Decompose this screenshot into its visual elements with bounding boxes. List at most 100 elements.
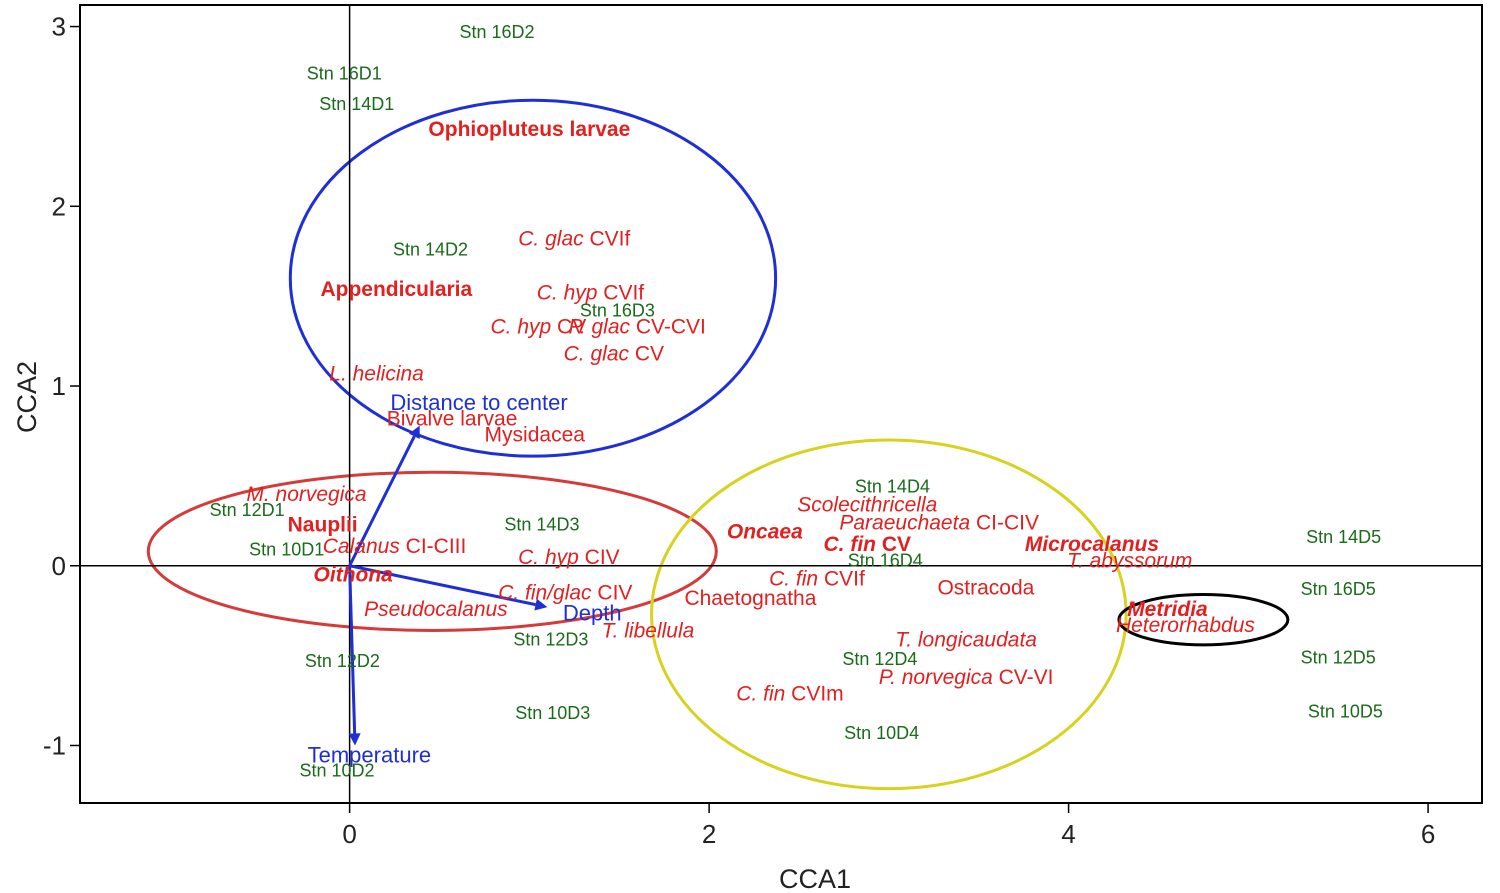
species-name: Scolecithricella xyxy=(797,494,937,517)
species-label: C. fin CVIf xyxy=(769,567,865,590)
vector-arrowhead xyxy=(534,598,548,611)
species-name: C. hyp xyxy=(490,316,551,339)
y-tick-label: -1 xyxy=(43,730,66,760)
species-label: Pseudocalanus xyxy=(364,598,508,621)
species-name: C. hyp xyxy=(518,546,579,569)
species-name: T. longicaudata xyxy=(895,628,1037,651)
y-tick-label: 2 xyxy=(52,191,66,221)
black-group-ellipse xyxy=(1117,593,1290,647)
species-label: C. hyp CIV xyxy=(518,546,620,569)
blue-group-ellipse xyxy=(288,98,778,458)
species-name: P. glac xyxy=(569,316,631,339)
station-label: Stn 14D1 xyxy=(319,94,394,114)
species-name: Bivalve larvae xyxy=(387,407,518,430)
species-stage: CVIf xyxy=(818,567,865,590)
species-label: T. libellula xyxy=(602,619,695,642)
y-axis-title: CCA2 xyxy=(12,361,42,433)
species-label: C. hyp CV xyxy=(490,316,586,339)
species-stage: CVIf xyxy=(597,282,644,305)
axis-ticks: 0 2 4 6 -1 0 1 2 3 xyxy=(43,12,1435,849)
species-name: Mysidacea xyxy=(485,424,586,447)
species-stage: CV-CVI xyxy=(630,316,706,339)
species-label: P. glac CV-CVI xyxy=(569,316,706,339)
species-name: Chaetognatha xyxy=(684,587,816,610)
station-label: Stn 16D2 xyxy=(459,22,534,42)
species-name: M. norvegica xyxy=(246,483,366,506)
species-label: Chaetognatha xyxy=(684,587,816,610)
vector-label: Depth xyxy=(563,600,622,625)
species-name: Calanus xyxy=(323,535,401,558)
species-label: M. norvegica xyxy=(246,483,366,506)
station-label: Stn 10D1 xyxy=(249,540,324,560)
station-label: Stn 14D5 xyxy=(1306,527,1381,547)
x-tick-label: 0 xyxy=(342,819,356,849)
species-label: Oncaea xyxy=(727,521,803,544)
species-label: C. hyp CVIf xyxy=(537,282,645,305)
station-label: Stn 12D3 xyxy=(513,629,588,649)
species-label: Metridia xyxy=(1127,598,1208,621)
species-stage: CVIm xyxy=(785,682,843,705)
vector-arrowhead xyxy=(408,425,420,439)
species-label: Microcalanus xyxy=(1025,533,1159,556)
species-name: Oncaea xyxy=(727,521,803,544)
station-label: Stn 10D2 xyxy=(300,761,375,781)
y-tick-label: 0 xyxy=(52,551,66,581)
species-name: T. abyssorum xyxy=(1067,549,1192,572)
species-name: L. helicina xyxy=(329,362,424,385)
species-label: C. fin CV xyxy=(824,533,912,556)
y-tick-label: 1 xyxy=(52,371,66,401)
x-tick-label: 2 xyxy=(702,819,716,849)
species-name: C. fin/glac xyxy=(498,582,592,605)
station-label: Stn 12D2 xyxy=(305,651,380,671)
station-label: Stn 12D5 xyxy=(1301,647,1376,667)
species-stage: CI-CIV xyxy=(970,512,1039,535)
station-label: Stn 10D4 xyxy=(844,723,919,743)
species-stage: CVIf xyxy=(584,228,631,251)
species-label: Oithona xyxy=(314,564,394,587)
x-tick-label: 6 xyxy=(1421,819,1435,849)
species-label: T. longicaudata xyxy=(895,628,1037,651)
species-name: T. libellula xyxy=(602,619,695,642)
species-stage: CIV xyxy=(579,546,620,569)
species-name: Ostracoda xyxy=(937,576,1034,599)
yellow-group-ellipse xyxy=(650,438,1128,791)
species-name: Paraeuchaeta xyxy=(839,512,970,535)
species-name: Oithona xyxy=(314,564,394,587)
species-name: Microcalanus xyxy=(1025,533,1159,556)
vector-line xyxy=(349,564,536,607)
vector-label: Distance to center xyxy=(390,390,567,415)
species-label: Paraeuchaeta CI-CIV xyxy=(839,512,1039,535)
species-label: Mysidacea xyxy=(485,424,586,447)
species-label: C. fin/glac CIV xyxy=(498,582,632,605)
y-tick-label: 3 xyxy=(52,12,66,42)
species-name: C. fin xyxy=(824,533,877,556)
red-group-ellipse xyxy=(146,470,718,632)
species-label: Appendicularia xyxy=(320,278,472,301)
species-name: Metridia xyxy=(1127,598,1208,621)
species-name: Ophiopluteus larvae xyxy=(428,118,630,141)
species-label: L. helicina xyxy=(329,362,424,385)
species-name: Pseudocalanus xyxy=(364,598,508,621)
species-stage: CI-CIII xyxy=(400,535,467,558)
group-ellipses xyxy=(146,98,1290,791)
species-label: Calanus CI-CIII xyxy=(323,535,467,558)
x-axis-title: CCA1 xyxy=(779,864,851,893)
station-label: Stn 16D3 xyxy=(580,301,655,321)
species-name: Appendicularia xyxy=(320,278,472,301)
species-stage: CIV xyxy=(592,582,633,605)
species-label: Scolecithricella xyxy=(797,494,937,517)
station-label: Stn 16D1 xyxy=(307,63,382,83)
x-tick-label: 4 xyxy=(1061,819,1075,849)
vector-line xyxy=(348,435,416,567)
vector-label: Temperature xyxy=(308,742,432,767)
species-name: Nauplii xyxy=(288,513,358,536)
species-stage: CV xyxy=(629,343,664,366)
species-label: Bivalve larvae xyxy=(387,407,518,430)
species-label: C. fin CVIm xyxy=(736,682,843,705)
station-labels: Stn 16D2 Stn 16D1 Stn 14D1 Stn 14D2 Stn 16D3… xyxy=(210,22,1383,781)
reference-lines xyxy=(80,5,1482,803)
vector-line xyxy=(348,565,357,734)
plot-frame xyxy=(79,4,1483,804)
species-label: C. glac CV xyxy=(564,343,664,366)
